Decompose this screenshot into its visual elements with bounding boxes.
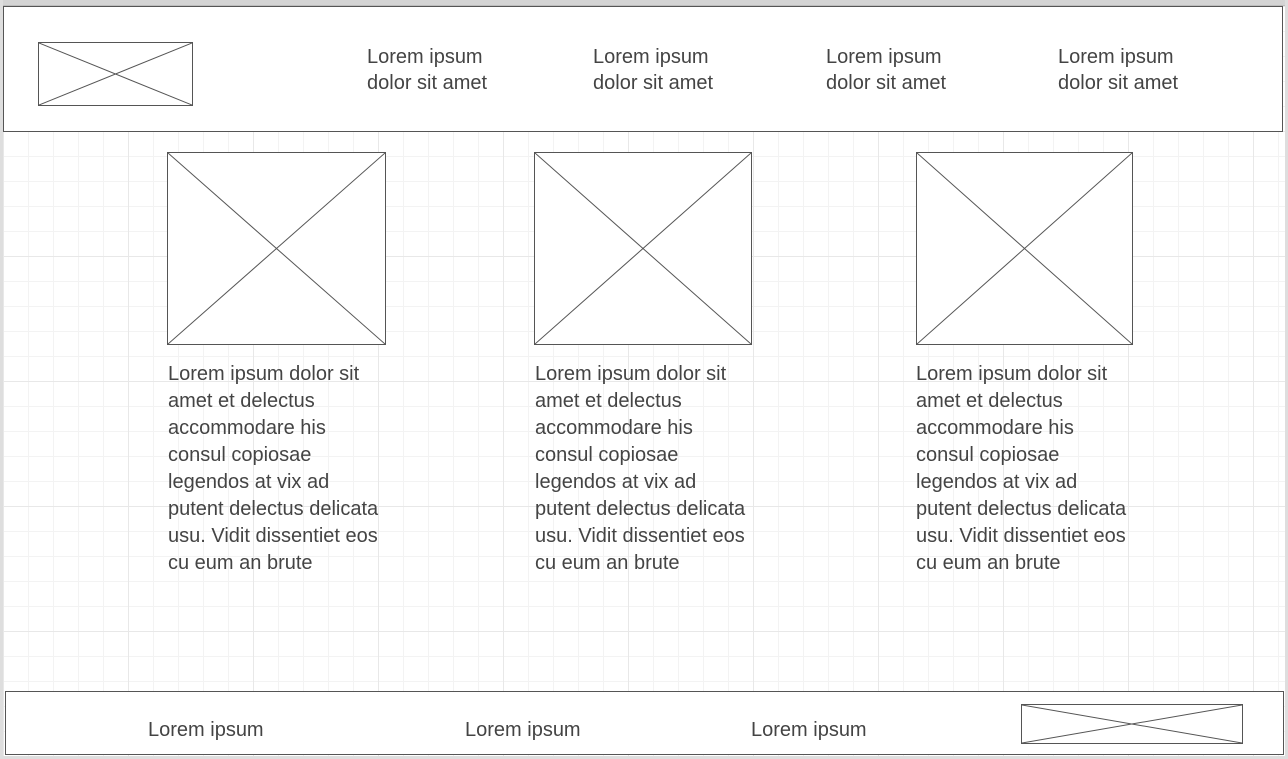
window-left-edge	[0, 0, 3, 759]
footer-bar: Lorem ipsum Lorem ipsum Lorem ipsum	[5, 691, 1284, 755]
image-placeholder-icon	[39, 43, 192, 105]
image-placeholder-icon	[917, 153, 1132, 344]
card-description: Lorem ipsum dolor sit amet et delectus a…	[916, 363, 1127, 574]
footer-link-2[interactable]: Lorem ipsum	[465, 719, 581, 741]
header-bar: Lorem ipsum dolor sit amet Lorem ipsum d…	[3, 6, 1283, 132]
card-description: Lorem ipsum dolor sit amet et delectus a…	[168, 363, 379, 574]
window-top-edge	[0, 0, 1288, 6]
logo-image-placeholder[interactable]	[38, 42, 193, 106]
card-image-placeholder	[534, 152, 752, 345]
image-placeholder-icon	[1022, 705, 1242, 743]
image-placeholder-icon	[168, 153, 385, 344]
footer-link-1[interactable]: Lorem ipsum	[148, 719, 264, 741]
window-right-edge	[1285, 0, 1288, 759]
card-description: Lorem ipsum dolor sit amet et delectus a…	[535, 363, 746, 574]
image-placeholder-icon	[535, 153, 751, 344]
footer-link-3[interactable]: Lorem ipsum	[751, 719, 867, 741]
footer-image-placeholder[interactable]	[1021, 704, 1243, 744]
nav-item-3[interactable]: Lorem ipsum dolor sit amet	[826, 46, 947, 94]
card-image-placeholder	[916, 152, 1133, 345]
nav-item-4[interactable]: Lorem ipsum dolor sit amet	[1058, 46, 1179, 94]
nav-item-1[interactable]: Lorem ipsum dolor sit amet	[367, 46, 488, 94]
window-bottom-edge	[0, 756, 1288, 759]
nav-item-2[interactable]: Lorem ipsum dolor sit amet	[593, 46, 714, 94]
card-image-placeholder	[167, 152, 386, 345]
